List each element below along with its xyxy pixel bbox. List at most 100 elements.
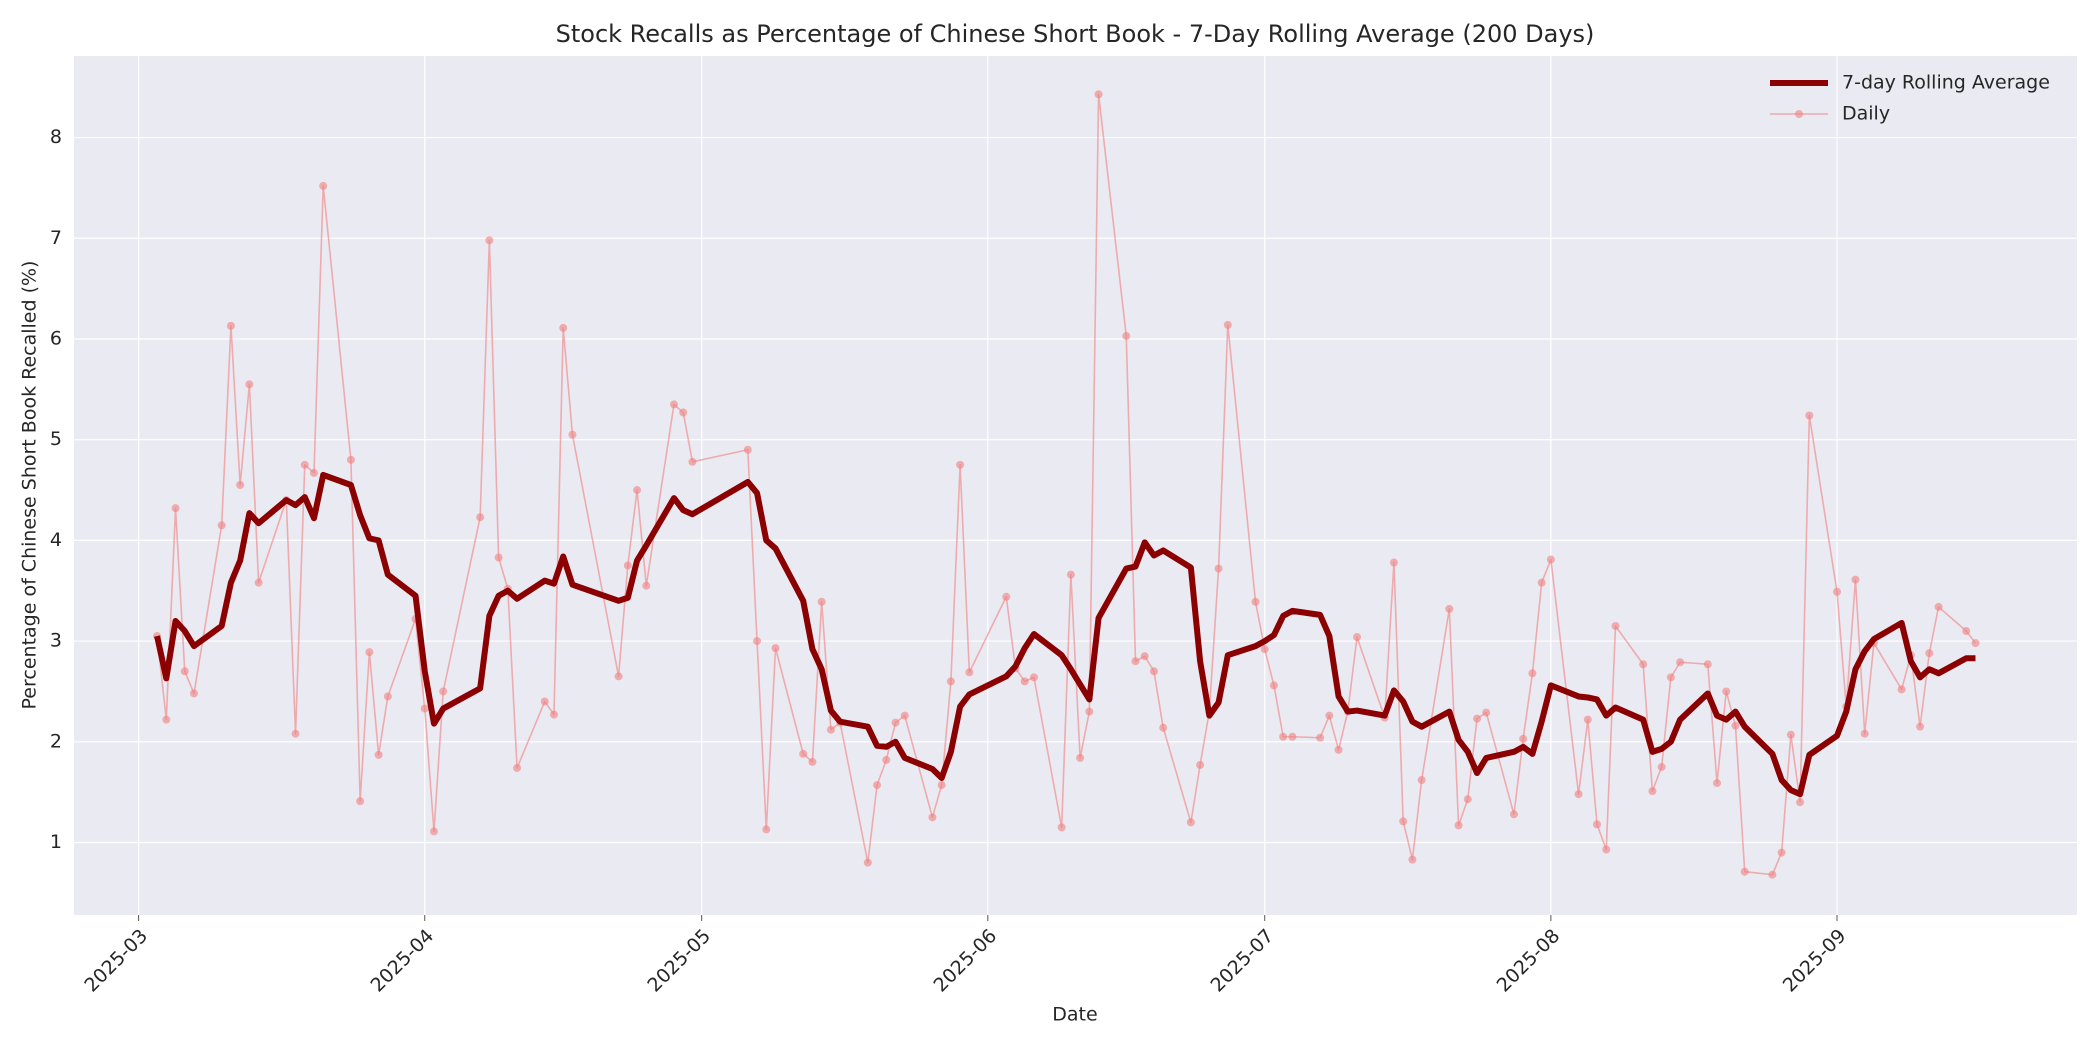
daily-point bbox=[365, 648, 374, 657]
daily-point bbox=[1269, 681, 1278, 690]
daily-point bbox=[162, 715, 171, 724]
daily-point bbox=[743, 445, 752, 454]
daily-point bbox=[1666, 673, 1675, 682]
daily-point bbox=[1417, 776, 1426, 785]
x-axis-label: Date bbox=[1052, 1004, 1097, 1026]
daily-point bbox=[762, 825, 771, 834]
daily-point bbox=[549, 710, 558, 719]
daily-point bbox=[1676, 658, 1685, 667]
daily-point bbox=[1149, 667, 1158, 676]
x-tick-label: 2025-09 bbox=[1779, 925, 1851, 997]
daily-point bbox=[189, 689, 198, 698]
daily-point bbox=[1279, 732, 1288, 741]
daily-point bbox=[623, 561, 632, 570]
daily-point bbox=[900, 711, 909, 720]
daily-point bbox=[1251, 597, 1260, 606]
daily-point bbox=[559, 323, 568, 332]
y-tick-label: 7 bbox=[50, 227, 62, 249]
daily-point bbox=[1316, 733, 1325, 742]
daily-point bbox=[1094, 90, 1103, 99]
daily-point bbox=[799, 749, 808, 758]
daily-point bbox=[679, 408, 688, 417]
daily-point bbox=[1260, 645, 1269, 654]
daily-point bbox=[1057, 823, 1066, 832]
daily-point bbox=[1537, 578, 1546, 587]
legend-label: Daily bbox=[1842, 103, 1890, 125]
x-tick-label: 2025-06 bbox=[930, 925, 1002, 997]
y-tick-label: 5 bbox=[50, 428, 62, 450]
daily-point bbox=[346, 455, 355, 464]
legend: 7-day Rolling Average Daily bbox=[1770, 72, 2050, 125]
daily-point bbox=[485, 236, 494, 245]
daily-point bbox=[236, 480, 245, 489]
daily-point bbox=[1574, 790, 1583, 799]
daily-point bbox=[217, 521, 226, 530]
daily-point bbox=[1768, 870, 1777, 879]
daily-point bbox=[1473, 714, 1482, 723]
daily-point bbox=[1740, 867, 1749, 876]
daily-point bbox=[1122, 331, 1131, 340]
daily-point bbox=[1648, 787, 1657, 796]
daily-point bbox=[1546, 555, 1555, 564]
daily-point bbox=[180, 667, 189, 676]
daily-point bbox=[1463, 795, 1472, 804]
daily-point bbox=[1454, 821, 1463, 830]
daily-point bbox=[928, 813, 937, 822]
daily-point bbox=[429, 827, 438, 836]
daily-point bbox=[226, 321, 235, 330]
daily-point bbox=[826, 725, 835, 734]
marks bbox=[153, 90, 1980, 879]
daily-point bbox=[1657, 762, 1666, 771]
daily-point bbox=[1519, 734, 1528, 743]
daily-point bbox=[374, 750, 383, 759]
daily-point bbox=[1851, 575, 1860, 584]
daily-point bbox=[1639, 660, 1648, 669]
daily-point bbox=[1805, 411, 1814, 420]
y-tick-label: 1 bbox=[50, 831, 62, 853]
daily-point bbox=[1131, 657, 1140, 666]
daily-point bbox=[633, 486, 642, 495]
y-tick-label: 6 bbox=[50, 327, 62, 349]
y-tick-label: 2 bbox=[50, 730, 62, 752]
daily-point bbox=[1076, 753, 1085, 762]
legend-label: 7-day Rolling Average bbox=[1842, 72, 2050, 94]
daily-point bbox=[1334, 745, 1343, 754]
daily-point bbox=[476, 513, 485, 522]
daily-point bbox=[439, 687, 448, 696]
daily-point bbox=[309, 468, 318, 477]
y-tick-label: 3 bbox=[50, 630, 62, 652]
plot-area bbox=[74, 56, 2077, 915]
daily-point bbox=[1066, 570, 1075, 579]
daily-point bbox=[753, 637, 762, 646]
daily-point bbox=[1916, 722, 1925, 731]
daily-point bbox=[513, 763, 522, 772]
rolling-line bbox=[154, 471, 1976, 798]
daily-point bbox=[1002, 592, 1011, 601]
chart-title: Stock Recalls as Percentage of Chinese S… bbox=[556, 20, 1595, 48]
daily-point bbox=[1214, 564, 1223, 573]
daily-point bbox=[965, 668, 974, 677]
daily-point bbox=[669, 400, 678, 409]
daily-point bbox=[1722, 687, 1731, 696]
daily-point bbox=[1611, 621, 1620, 630]
daily-point bbox=[1962, 627, 1971, 636]
x-tick-label: 2025-05 bbox=[643, 925, 715, 997]
daily-point bbox=[863, 858, 872, 867]
y-axis-label: Percentage of Chinese Short Book Recalle… bbox=[19, 261, 41, 710]
daily-point bbox=[494, 553, 503, 562]
daily-point bbox=[1482, 708, 1491, 717]
daily-point bbox=[1159, 723, 1168, 732]
daily-point bbox=[1196, 760, 1205, 769]
y-tick-label: 8 bbox=[50, 126, 62, 148]
x-tick-label: 2025-07 bbox=[1206, 925, 1278, 997]
daily-point bbox=[771, 644, 780, 653]
daily-point bbox=[1399, 817, 1408, 826]
daily-point bbox=[937, 781, 946, 790]
daily-point bbox=[254, 578, 263, 587]
daily-point bbox=[1777, 848, 1786, 857]
daily-point bbox=[420, 704, 429, 713]
daily-point bbox=[245, 380, 254, 389]
daily-point bbox=[614, 672, 623, 681]
